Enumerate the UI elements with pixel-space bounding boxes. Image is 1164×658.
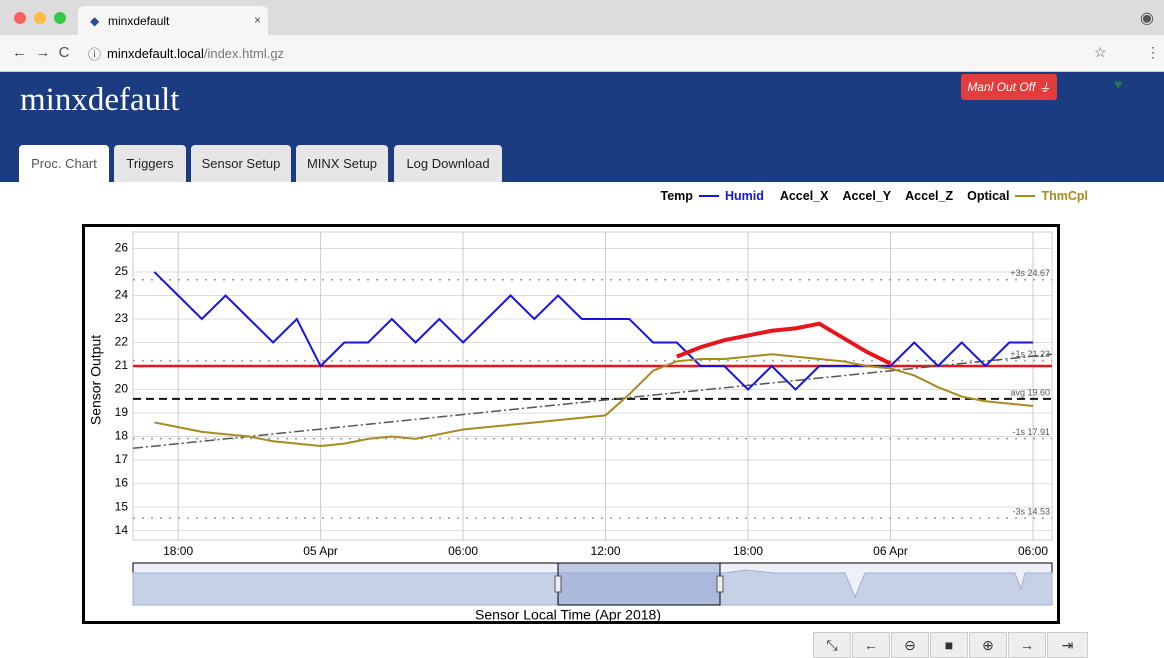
y-tick-label: 20 <box>115 382 129 396</box>
legend-item[interactable]: Humid <box>724 189 764 203</box>
y-tick-label: 19 <box>115 405 129 419</box>
tab[interactable]: Log Download <box>394 145 502 182</box>
y-tick-label: 24 <box>115 288 129 302</box>
status-heart: ♥ <box>1114 76 1123 92</box>
legend-item[interactable]: Accel_Y <box>842 189 892 203</box>
toolbar-end[interactable]: ⇥ <box>1047 632 1088 658</box>
chart-frame: Sensor Output Sensor Local Time (Apr 201… <box>82 224 1060 624</box>
legend-item[interactable]: Optical <box>967 189 1010 203</box>
address-bar: ← → C ⓘ minxdefault.local/index.html.gz … <box>0 35 1164 72</box>
close-dot[interactable] <box>14 12 26 24</box>
reference-label: +3s 24.67 <box>1010 268 1050 278</box>
site-title: minxdefault <box>20 82 180 118</box>
x-tick-label: 06 Apr <box>873 544 908 558</box>
tab-bar: ◆ minxdefault × ◉ <box>0 0 1164 35</box>
series-line <box>153 271 1034 391</box>
legend-swatch <box>698 195 719 197</box>
profile-icon[interactable]: ◉ <box>1140 10 1154 27</box>
legend-item[interactable]: Temp <box>660 189 693 203</box>
y-tick-label: 26 <box>115 241 129 255</box>
url-field[interactable]: ⓘ minxdefault.local/index.html.gz <box>84 40 1084 66</box>
x-axis-label: Sensor Local Time (Apr 2018) <box>475 607 661 621</box>
x-tick-label: 18:00 <box>733 544 763 558</box>
plot-area <box>132 231 1053 541</box>
y-tick-label: 21 <box>115 358 129 372</box>
toolbar-right[interactable]: → <box>1008 632 1046 658</box>
max-dot[interactable] <box>54 12 66 24</box>
y-tick-label: 17 <box>115 452 129 466</box>
menu-icon[interactable]: ⋮ <box>1146 44 1160 60</box>
tab[interactable]: Proc. Chart <box>19 145 109 182</box>
toolbar-left[interactable]: ← <box>852 632 890 658</box>
nav-icons[interactable]: ← → C <box>12 44 70 61</box>
navigator-selection[interactable] <box>557 562 721 606</box>
tab[interactable]: Triggers <box>114 145 186 182</box>
legend-item[interactable]: ThmCpl <box>1041 189 1088 203</box>
navigator-handle[interactable] <box>716 575 724 593</box>
tab-title: minxdefault <box>108 14 170 28</box>
legend-item[interactable]: Accel_Z <box>905 189 954 203</box>
star-icon[interactable]: ☆ <box>1094 44 1107 60</box>
toolbar-zoom-in[interactable]: ⊕ <box>969 632 1007 658</box>
min-dot[interactable] <box>34 12 46 24</box>
y-tick-label: 25 <box>115 264 129 278</box>
navigator-handle[interactable] <box>554 575 562 593</box>
x-tick-label: 06:00 <box>1018 544 1048 558</box>
y-tick-label: 23 <box>115 311 129 325</box>
legend-swatch <box>1015 195 1036 197</box>
reference-label: -1s 17.91 <box>1012 427 1050 437</box>
reference-label: avg 19.60 <box>1010 387 1050 397</box>
legend: Temp Humid Accel_X Accel_Y Accel_Z Optic… <box>661 189 1088 203</box>
x-tick-label: 12:00 <box>591 544 621 558</box>
reference-label: +1s 21.23 <box>1010 349 1050 359</box>
reference-label: -3s 14.53 <box>1012 507 1050 517</box>
toolbar-zoom-out[interactable]: ⊖ <box>891 632 929 658</box>
tab-icon: ◆ <box>90 14 100 28</box>
url-host: minxdefault.local <box>107 45 204 61</box>
tab-close[interactable]: × <box>254 13 262 27</box>
y-axis-label: Sensor Output <box>88 335 104 425</box>
manual-out-button[interactable]: Manl Out Off ⏚ <box>961 74 1057 100</box>
toolbar-fit[interactable]: ⤡ <box>813 632 851 658</box>
browser-tab[interactable]: ◆ minxdefault × <box>78 6 268 35</box>
tab[interactable]: Sensor Setup <box>191 145 291 182</box>
x-tick-label: 18:00 <box>163 544 193 558</box>
series-line <box>154 353 1034 447</box>
toolbar-stop[interactable]: ■ <box>930 632 968 658</box>
url-path: /index.html.gz <box>203 45 285 61</box>
y-tick-label: 18 <box>115 429 129 443</box>
series-line <box>676 321 892 366</box>
chart: Sensor Output Sensor Local Time (Apr 201… <box>88 231 1053 621</box>
legend-item[interactable]: Accel_X <box>779 189 829 203</box>
info-icon: ⓘ <box>88 46 102 62</box>
tab[interactable]: MINX Setup <box>296 145 388 182</box>
x-tick-label: 06:00 <box>448 544 478 558</box>
x-tick-label: 05 Apr <box>303 544 338 558</box>
y-tick-label: 14 <box>115 523 129 537</box>
y-tick-label: 15 <box>115 499 129 513</box>
button-label: Manl Out Off <box>967 80 1036 94</box>
y-tick-label: 16 <box>115 476 129 490</box>
y-tick-label: 22 <box>115 335 129 349</box>
navigator <box>132 562 1053 606</box>
